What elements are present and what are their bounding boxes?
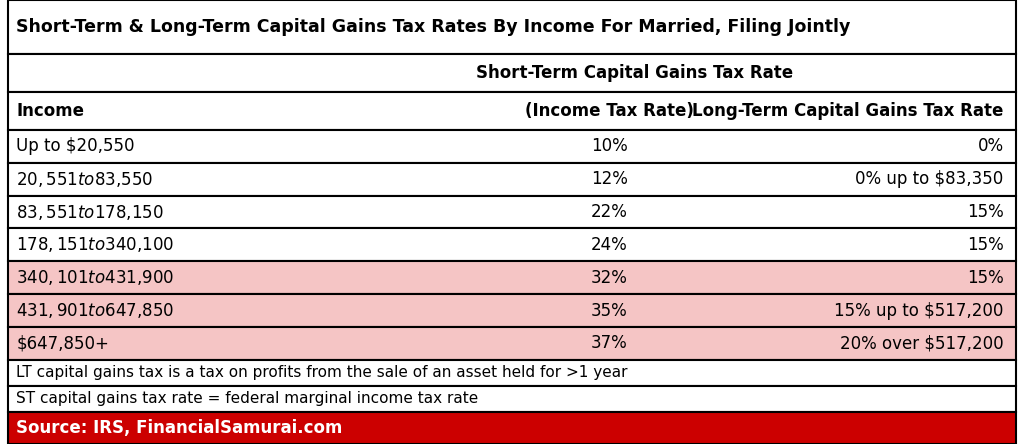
Text: 15%: 15% — [967, 203, 1004, 221]
Text: $431,901 to $647,850: $431,901 to $647,850 — [16, 301, 175, 320]
Text: 15%: 15% — [967, 269, 1004, 287]
Text: Source: IRS, FinancialSamurai.com: Source: IRS, FinancialSamurai.com — [16, 419, 343, 437]
Text: 20% over $517,200: 20% over $517,200 — [840, 334, 1004, 353]
Text: Up to $20,550: Up to $20,550 — [16, 137, 135, 155]
Text: 22%: 22% — [591, 203, 628, 221]
Bar — [8, 196, 1016, 229]
Text: 0% up to $83,350: 0% up to $83,350 — [855, 170, 1004, 188]
Text: $647,850+: $647,850+ — [16, 334, 110, 353]
Bar — [8, 412, 1016, 444]
Text: 12%: 12% — [591, 170, 628, 188]
Text: $340,101 to $431,900: $340,101 to $431,900 — [16, 268, 175, 287]
Bar — [8, 262, 1016, 294]
Bar — [8, 294, 1016, 327]
Text: 24%: 24% — [591, 236, 628, 254]
Text: 0%: 0% — [977, 137, 1004, 155]
Text: 35%: 35% — [591, 301, 628, 320]
Text: Income: Income — [16, 102, 84, 120]
Bar — [8, 163, 1016, 196]
Text: 37%: 37% — [591, 334, 628, 353]
Text: 15%: 15% — [967, 236, 1004, 254]
Bar — [8, 386, 1016, 412]
Bar — [8, 92, 1016, 130]
Text: 10%: 10% — [591, 137, 628, 155]
Text: LT capital gains tax is a tax on profits from the sale of an asset held for >1 y: LT capital gains tax is a tax on profits… — [16, 365, 628, 380]
Bar — [8, 130, 1016, 163]
Text: 15% up to $517,200: 15% up to $517,200 — [835, 301, 1004, 320]
Text: Short-Term & Long-Term Capital Gains Tax Rates By Income For Married, Filing Joi: Short-Term & Long-Term Capital Gains Tax… — [16, 18, 851, 36]
Text: $20,551 to $83,550: $20,551 to $83,550 — [16, 170, 154, 189]
Text: Long-Term Capital Gains Tax Rate: Long-Term Capital Gains Tax Rate — [692, 102, 1004, 120]
Bar — [8, 327, 1016, 360]
Bar — [8, 0, 1016, 54]
Text: ST capital gains tax rate = federal marginal income tax rate: ST capital gains tax rate = federal marg… — [16, 391, 478, 406]
Bar — [8, 54, 1016, 92]
Text: Short-Term Capital Gains Tax Rate: Short-Term Capital Gains Tax Rate — [476, 64, 794, 82]
Text: 32%: 32% — [591, 269, 628, 287]
Bar — [8, 229, 1016, 262]
Text: (Income Tax Rate): (Income Tax Rate) — [525, 102, 693, 120]
Text: $178,151 to $340,100: $178,151 to $340,100 — [16, 235, 175, 254]
Bar — [8, 360, 1016, 386]
Text: $83,551 to $178,150: $83,551 to $178,150 — [16, 202, 164, 222]
